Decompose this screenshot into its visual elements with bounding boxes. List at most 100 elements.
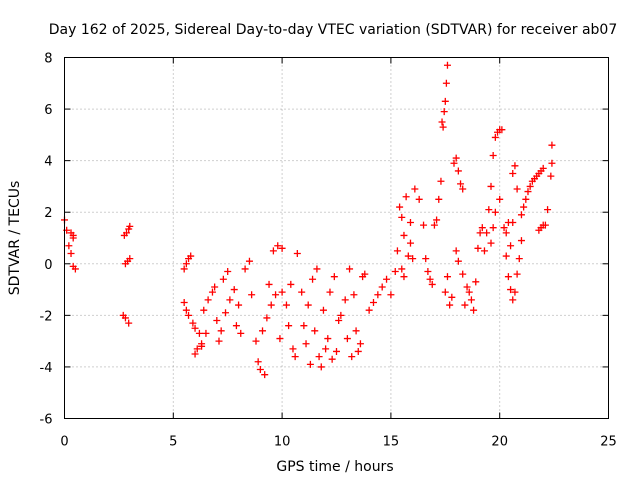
data-point [520, 203, 528, 211]
data-point [504, 273, 512, 281]
data-point [420, 221, 428, 229]
data-point [485, 206, 493, 214]
y-tick-label: -6 [40, 413, 53, 428]
data-point [293, 249, 301, 257]
data-point [491, 133, 499, 141]
data-point [509, 219, 517, 227]
data-point [500, 224, 508, 232]
data-point [126, 222, 134, 230]
data-point [300, 322, 308, 330]
data-point [302, 340, 310, 348]
data-point [402, 193, 410, 201]
data-point [191, 324, 199, 332]
data-point [491, 208, 499, 216]
data-point [217, 327, 225, 335]
data-point [438, 118, 446, 126]
data-point [328, 355, 336, 363]
data-point [396, 203, 404, 211]
data-point [185, 311, 193, 319]
data-point [326, 288, 334, 296]
data-point [193, 345, 201, 353]
data-point [450, 159, 458, 167]
data-point [245, 257, 253, 265]
x-tick-label: 0 [60, 435, 68, 450]
data-point [195, 329, 203, 337]
data-point [541, 221, 549, 229]
data-point [187, 252, 195, 260]
data-point [435, 195, 443, 203]
x-tick-label: 10 [274, 435, 291, 450]
data-point [343, 335, 351, 343]
data-point [459, 185, 467, 193]
data-point [222, 309, 230, 317]
data-point [350, 291, 358, 299]
data-point [311, 327, 319, 335]
data-point [467, 296, 475, 304]
y-axis-label: SDTVAR / TECUs [7, 181, 23, 296]
data-point [226, 296, 234, 304]
data-point [398, 265, 406, 273]
data-point [446, 301, 454, 309]
data-point [67, 249, 75, 257]
x-tick-label: 25 [600, 435, 617, 450]
data-point [359, 273, 367, 281]
data-point [315, 353, 323, 361]
data-point [282, 301, 290, 309]
data-point [267, 301, 275, 309]
data-point [474, 244, 482, 252]
axis-ticks [64, 57, 609, 419]
data-point [452, 154, 460, 162]
data-point [393, 247, 401, 255]
data-point [263, 314, 271, 322]
data-point [123, 229, 131, 237]
data-point [404, 252, 412, 260]
y-tick-label: -4 [40, 361, 53, 376]
data-point [461, 301, 469, 309]
data-point [487, 182, 495, 190]
data-point [374, 291, 382, 299]
data-point [522, 195, 530, 203]
data-point [324, 335, 332, 343]
data-point [426, 275, 434, 283]
data-point [409, 255, 417, 263]
data-point [454, 167, 462, 175]
data-point [261, 371, 269, 379]
data-points [61, 61, 556, 379]
y-tick-label: 0 [44, 258, 52, 273]
data-point [515, 255, 523, 263]
data-point [208, 288, 216, 296]
data-point [406, 219, 414, 227]
data-point [354, 347, 362, 355]
data-point [298, 288, 306, 296]
data-point [448, 293, 456, 301]
data-point [126, 255, 134, 263]
data-point [511, 162, 519, 170]
data-point [459, 270, 467, 278]
data-point [241, 265, 249, 273]
chart-title: Day 162 of 2025, Sidereal Day-to-day VTE… [49, 22, 618, 38]
data-point [517, 211, 525, 219]
data-point [454, 257, 462, 265]
data-point [274, 242, 282, 250]
data-point [200, 306, 208, 314]
data-point [433, 216, 441, 224]
data-point [211, 283, 219, 291]
data-point [313, 265, 321, 273]
data-point [235, 301, 243, 309]
data-point [291, 353, 299, 361]
data-point [365, 306, 373, 314]
data-point [121, 314, 129, 322]
data-point [202, 329, 210, 337]
data-point [189, 319, 197, 327]
data-point [191, 350, 199, 358]
data-point [502, 229, 510, 237]
data-point [319, 306, 327, 314]
data-point [547, 172, 555, 180]
data-point [317, 363, 325, 371]
tick-labels: 0 5 10 15 20 25 -6 -4 -2 0 2 4 6 8 [40, 52, 617, 450]
data-point [539, 164, 547, 172]
data-point [276, 335, 284, 343]
data-point [511, 288, 519, 296]
data-point [248, 291, 256, 299]
data-point [483, 229, 491, 237]
